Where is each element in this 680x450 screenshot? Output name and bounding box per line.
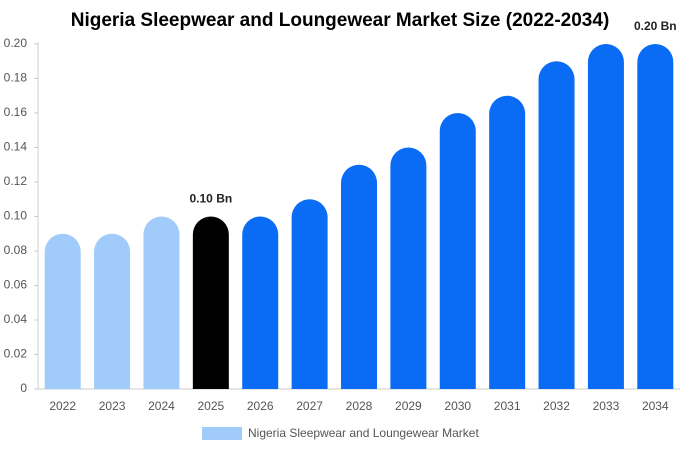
x-tick-label: 2032 (543, 399, 570, 413)
x-tick-label: 2027 (296, 399, 323, 413)
x-tick-label: 2029 (395, 399, 422, 413)
x-tick-label: 2023 (99, 399, 126, 413)
x-tick-label: 2026 (247, 399, 274, 413)
y-tick-label: 0.08 (4, 243, 28, 257)
bar (587, 44, 624, 389)
x-tick-label: 2024 (148, 399, 175, 413)
y-tick-label: 0.12 (4, 174, 28, 188)
y-tick-label: 0.04 (4, 312, 28, 326)
bar (192, 216, 229, 389)
x-tick-label: 2028 (346, 399, 373, 413)
y-tick-label: 0.20 (4, 36, 28, 50)
x-tick-label: 2033 (593, 399, 620, 413)
chart-title: Nigeria Sleepwear and Loungewear Market … (71, 10, 610, 31)
bar (242, 216, 279, 389)
bar (637, 44, 674, 389)
x-tick-label: 2030 (444, 399, 471, 413)
y-tick-label: 0.06 (4, 278, 28, 292)
legend-label: Nigeria Sleepwear and Loungewear Market (248, 426, 479, 440)
y-tick-label: 0.02 (4, 347, 28, 361)
x-tick-label: 2034 (642, 399, 669, 413)
y-tick-label: 0.14 (4, 140, 28, 154)
bar (143, 216, 180, 389)
bar (341, 164, 377, 389)
y-tick-label: 0.18 (4, 71, 28, 85)
bar (489, 95, 526, 389)
bar (291, 199, 328, 389)
bar (439, 113, 476, 389)
legend-swatch (202, 427, 242, 440)
x-tick-label: 2022 (49, 399, 76, 413)
y-tick-label: 0 (20, 381, 27, 395)
x-tick-label: 2031 (494, 399, 521, 413)
y-tick-label: 0.16 (4, 105, 28, 119)
bar (390, 147, 427, 389)
x-tick-label: 2025 (197, 399, 224, 413)
data-label: 0.10 Bn (190, 192, 233, 206)
bar (94, 233, 131, 389)
data-label: 0.20 Bn (634, 19, 677, 33)
bar (44, 233, 81, 389)
bar (538, 61, 575, 389)
y-tick-label: 0.10 (4, 209, 28, 223)
